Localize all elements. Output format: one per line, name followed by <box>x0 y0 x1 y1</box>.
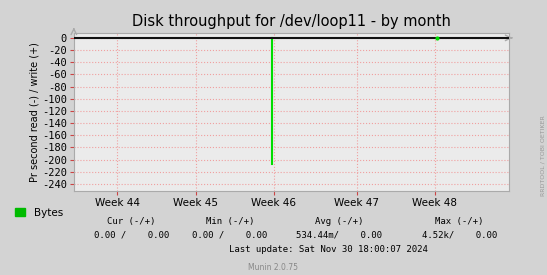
Text: Max (-/+): Max (-/+) <box>435 217 484 226</box>
Text: Avg (-/+): Avg (-/+) <box>315 217 363 226</box>
Text: RRDTOOL / TOBI OETIKER: RRDTOOL / TOBI OETIKER <box>540 116 546 196</box>
Text: Last update: Sat Nov 30 18:00:07 2024: Last update: Sat Nov 30 18:00:07 2024 <box>229 245 428 254</box>
Legend: Bytes: Bytes <box>11 203 67 222</box>
Title: Disk throughput for /dev/loop11 - by month: Disk throughput for /dev/loop11 - by mon… <box>132 14 451 29</box>
Text: 0.00 /    0.00: 0.00 / 0.00 <box>192 231 267 240</box>
Text: 0.00 /    0.00: 0.00 / 0.00 <box>94 231 169 240</box>
Text: 4.52k/    0.00: 4.52k/ 0.00 <box>422 231 497 240</box>
Text: 534.44m/    0.00: 534.44m/ 0.00 <box>296 231 382 240</box>
Y-axis label: Pr second read (-) / write (+): Pr second read (-) / write (+) <box>29 42 39 182</box>
Text: Min (-/+): Min (-/+) <box>206 217 254 226</box>
Text: Cur (-/+): Cur (-/+) <box>107 217 155 226</box>
Text: Munin 2.0.75: Munin 2.0.75 <box>248 263 299 271</box>
